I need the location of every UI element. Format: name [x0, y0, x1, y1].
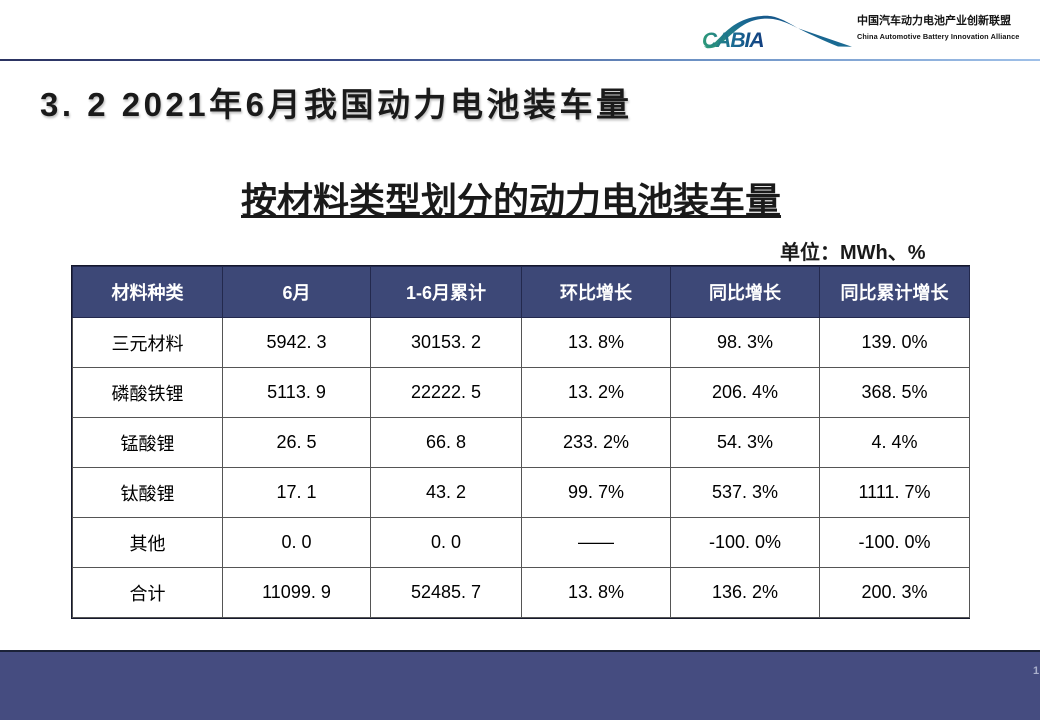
svg-text:CABIA: CABIA: [702, 29, 764, 52]
